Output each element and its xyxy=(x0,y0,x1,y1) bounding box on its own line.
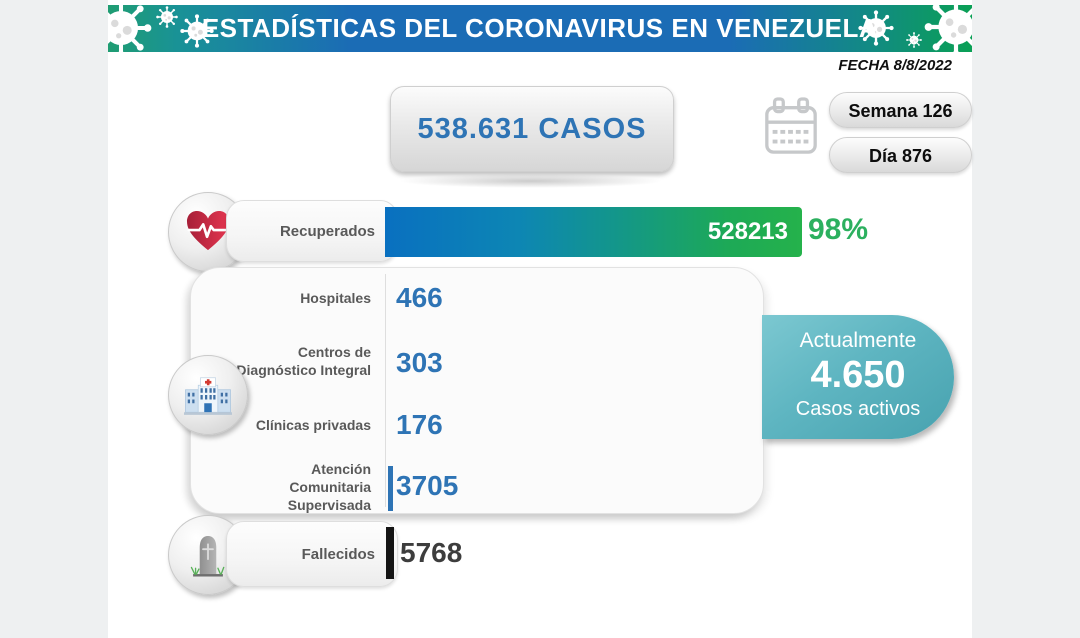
total-cases-reflection xyxy=(398,174,664,188)
hospital-icon-circle xyxy=(168,355,248,435)
heart-pulse-icon xyxy=(187,211,229,251)
facility-minibar xyxy=(388,466,393,511)
deceased-value: 5768 xyxy=(400,537,463,568)
active-cases-subcaption: Casos activos xyxy=(795,398,921,420)
facility-value-clinicas: 176 xyxy=(396,409,443,440)
facility-value-cdi: 303 xyxy=(396,347,443,378)
active-cases-value: 4.650 xyxy=(810,354,906,396)
tombstone-icon xyxy=(190,535,225,577)
day-pill: Día 876 xyxy=(829,137,972,173)
page-title: ESTADÍSTICAS DEL CORONAVIRUS EN VENEZUEL… xyxy=(201,13,879,43)
recovered-label: Recuperados xyxy=(226,200,398,262)
hospital-icon xyxy=(184,377,232,415)
recovered-percent: 98% xyxy=(808,213,869,246)
facility-label-atencion: Atención Comunitaria Supervisada xyxy=(287,461,371,513)
facility-label-hospitales: Hospitales xyxy=(300,290,371,306)
facility-label-clinicas: Clínicas privadas xyxy=(255,417,371,433)
facility-value-atencion: 3705 xyxy=(396,470,459,501)
fecha-label: FECHA 8/8/2022 xyxy=(838,57,952,74)
active-cases-badge: Actualmente 4.650 Casos activos xyxy=(762,315,954,439)
recovered-bar: 528213 xyxy=(385,207,802,257)
header-band: ESTADÍSTICAS DEL CORONAVIRUS EN VENEZUEL… xyxy=(108,5,972,52)
deceased-bar xyxy=(386,527,394,579)
panel-divider xyxy=(385,274,386,507)
total-cases-box: 538.631 CASOS xyxy=(390,86,674,172)
deceased-label: Fallecidos xyxy=(226,521,398,587)
facility-label-cdi: Centros de Diagnóstico Integral xyxy=(236,344,371,378)
calendar-icon xyxy=(765,97,817,154)
facilities-panel: Hospitales 466 Centros de Diagnóstico In… xyxy=(190,267,764,514)
facility-value-hospitales: 466 xyxy=(396,282,443,313)
active-cases-caption: Actualmente xyxy=(799,329,917,352)
week-pill: Semana 126 xyxy=(829,92,972,128)
